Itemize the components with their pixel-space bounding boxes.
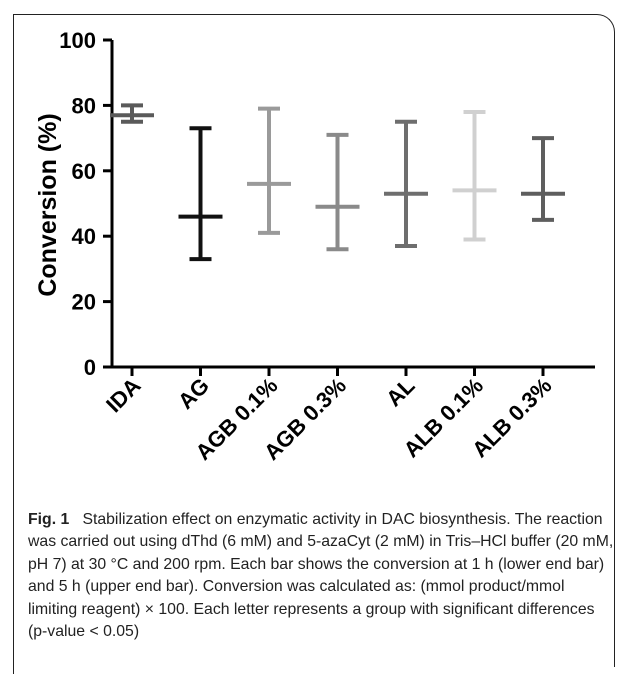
error-bar <box>315 132 360 252</box>
y-axis: 0 20 40 60 80 100 <box>59 28 114 380</box>
y-tick-label: 40 <box>72 224 96 249</box>
y-tick-label: 20 <box>72 290 96 315</box>
figure-border <box>13 14 615 667</box>
error-bar <box>384 119 428 249</box>
error-bar <box>452 109 497 242</box>
figure-border-left <box>13 644 14 674</box>
error-bar <box>178 126 223 262</box>
y-tick-label: 60 <box>72 159 96 184</box>
x-tick-label: AG <box>173 373 214 414</box>
caption-label: Fig. 1 <box>28 511 70 528</box>
y-tick-label: 80 <box>72 93 96 118</box>
error-bars <box>110 103 565 262</box>
x-tick-label: IDA <box>101 373 146 418</box>
y-tick-label: 0 <box>84 355 96 380</box>
error-bar <box>521 136 565 222</box>
error-bar <box>247 106 291 235</box>
y-tick-label: 100 <box>59 28 96 53</box>
figure-caption: Fig. 1 Stabilization effect on enzymatic… <box>28 509 614 643</box>
error-bar <box>110 103 154 124</box>
y-axis-label: Conversion (%) <box>34 113 62 296</box>
caption-text: Stabilization effect on enzymatic activi… <box>28 511 614 641</box>
x-tick-label: AL <box>381 373 419 411</box>
